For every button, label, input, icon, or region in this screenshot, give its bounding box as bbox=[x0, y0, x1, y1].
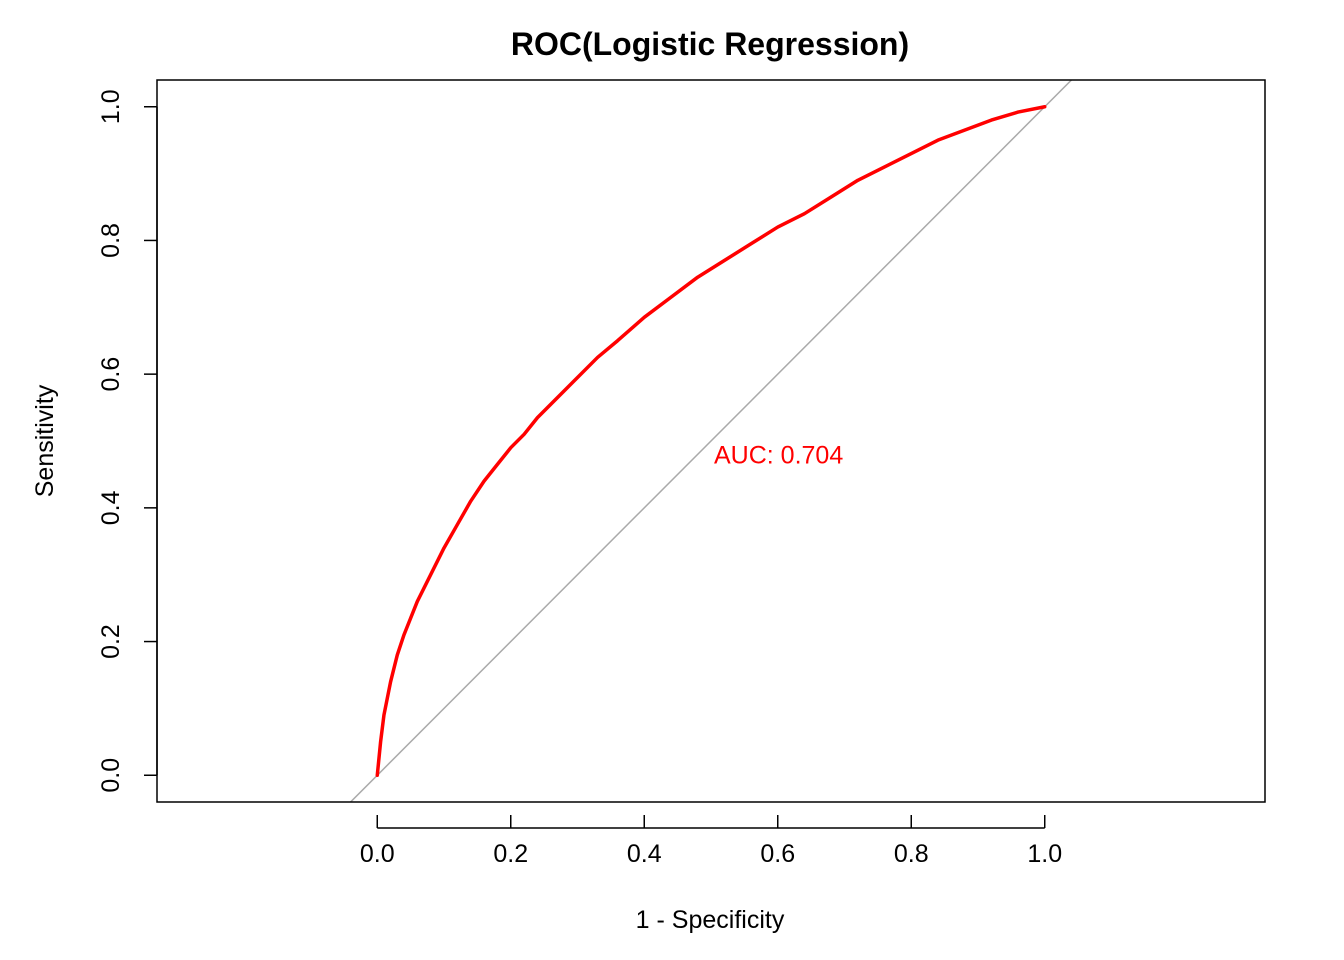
roc-curve-line bbox=[375, 104, 1047, 778]
x-tick-label: 1.0 bbox=[1027, 840, 1062, 868]
y-tick-label: 0.6 bbox=[97, 357, 125, 392]
y-tick-label: 0.4 bbox=[97, 490, 125, 525]
y-axis: 0.0 0.2 0.4 0.6 0.8 1.0 bbox=[97, 89, 158, 793]
y-axis-label: Sensitivity bbox=[31, 384, 59, 497]
y-tick-label: 0.2 bbox=[97, 624, 125, 659]
x-tick-label: 0.0 bbox=[360, 840, 395, 868]
chart-title: ROC(Logistic Regression) bbox=[511, 26, 909, 62]
x-tick-label: 0.6 bbox=[760, 840, 795, 868]
reference-diagonal-line bbox=[349, 80, 1073, 802]
plot-area bbox=[156, 79, 1266, 803]
auc-annotation: AUC: 0.704 bbox=[714, 441, 843, 469]
annotations: AUC: 0.704 bbox=[714, 441, 843, 469]
y-tick-label: 0.8 bbox=[97, 223, 125, 258]
x-axis-label: 1 - Specificity bbox=[636, 906, 785, 934]
x-tick-label: 0.2 bbox=[493, 840, 528, 868]
x-tick-label: 0.4 bbox=[627, 840, 662, 868]
x-axis: 0.0 0.2 0.4 0.6 0.8 1.0 bbox=[360, 815, 1062, 868]
y-tick-label: 1.0 bbox=[97, 89, 125, 124]
x-tick-label: 0.8 bbox=[894, 840, 929, 868]
y-tick-label: 0.0 bbox=[97, 758, 125, 793]
